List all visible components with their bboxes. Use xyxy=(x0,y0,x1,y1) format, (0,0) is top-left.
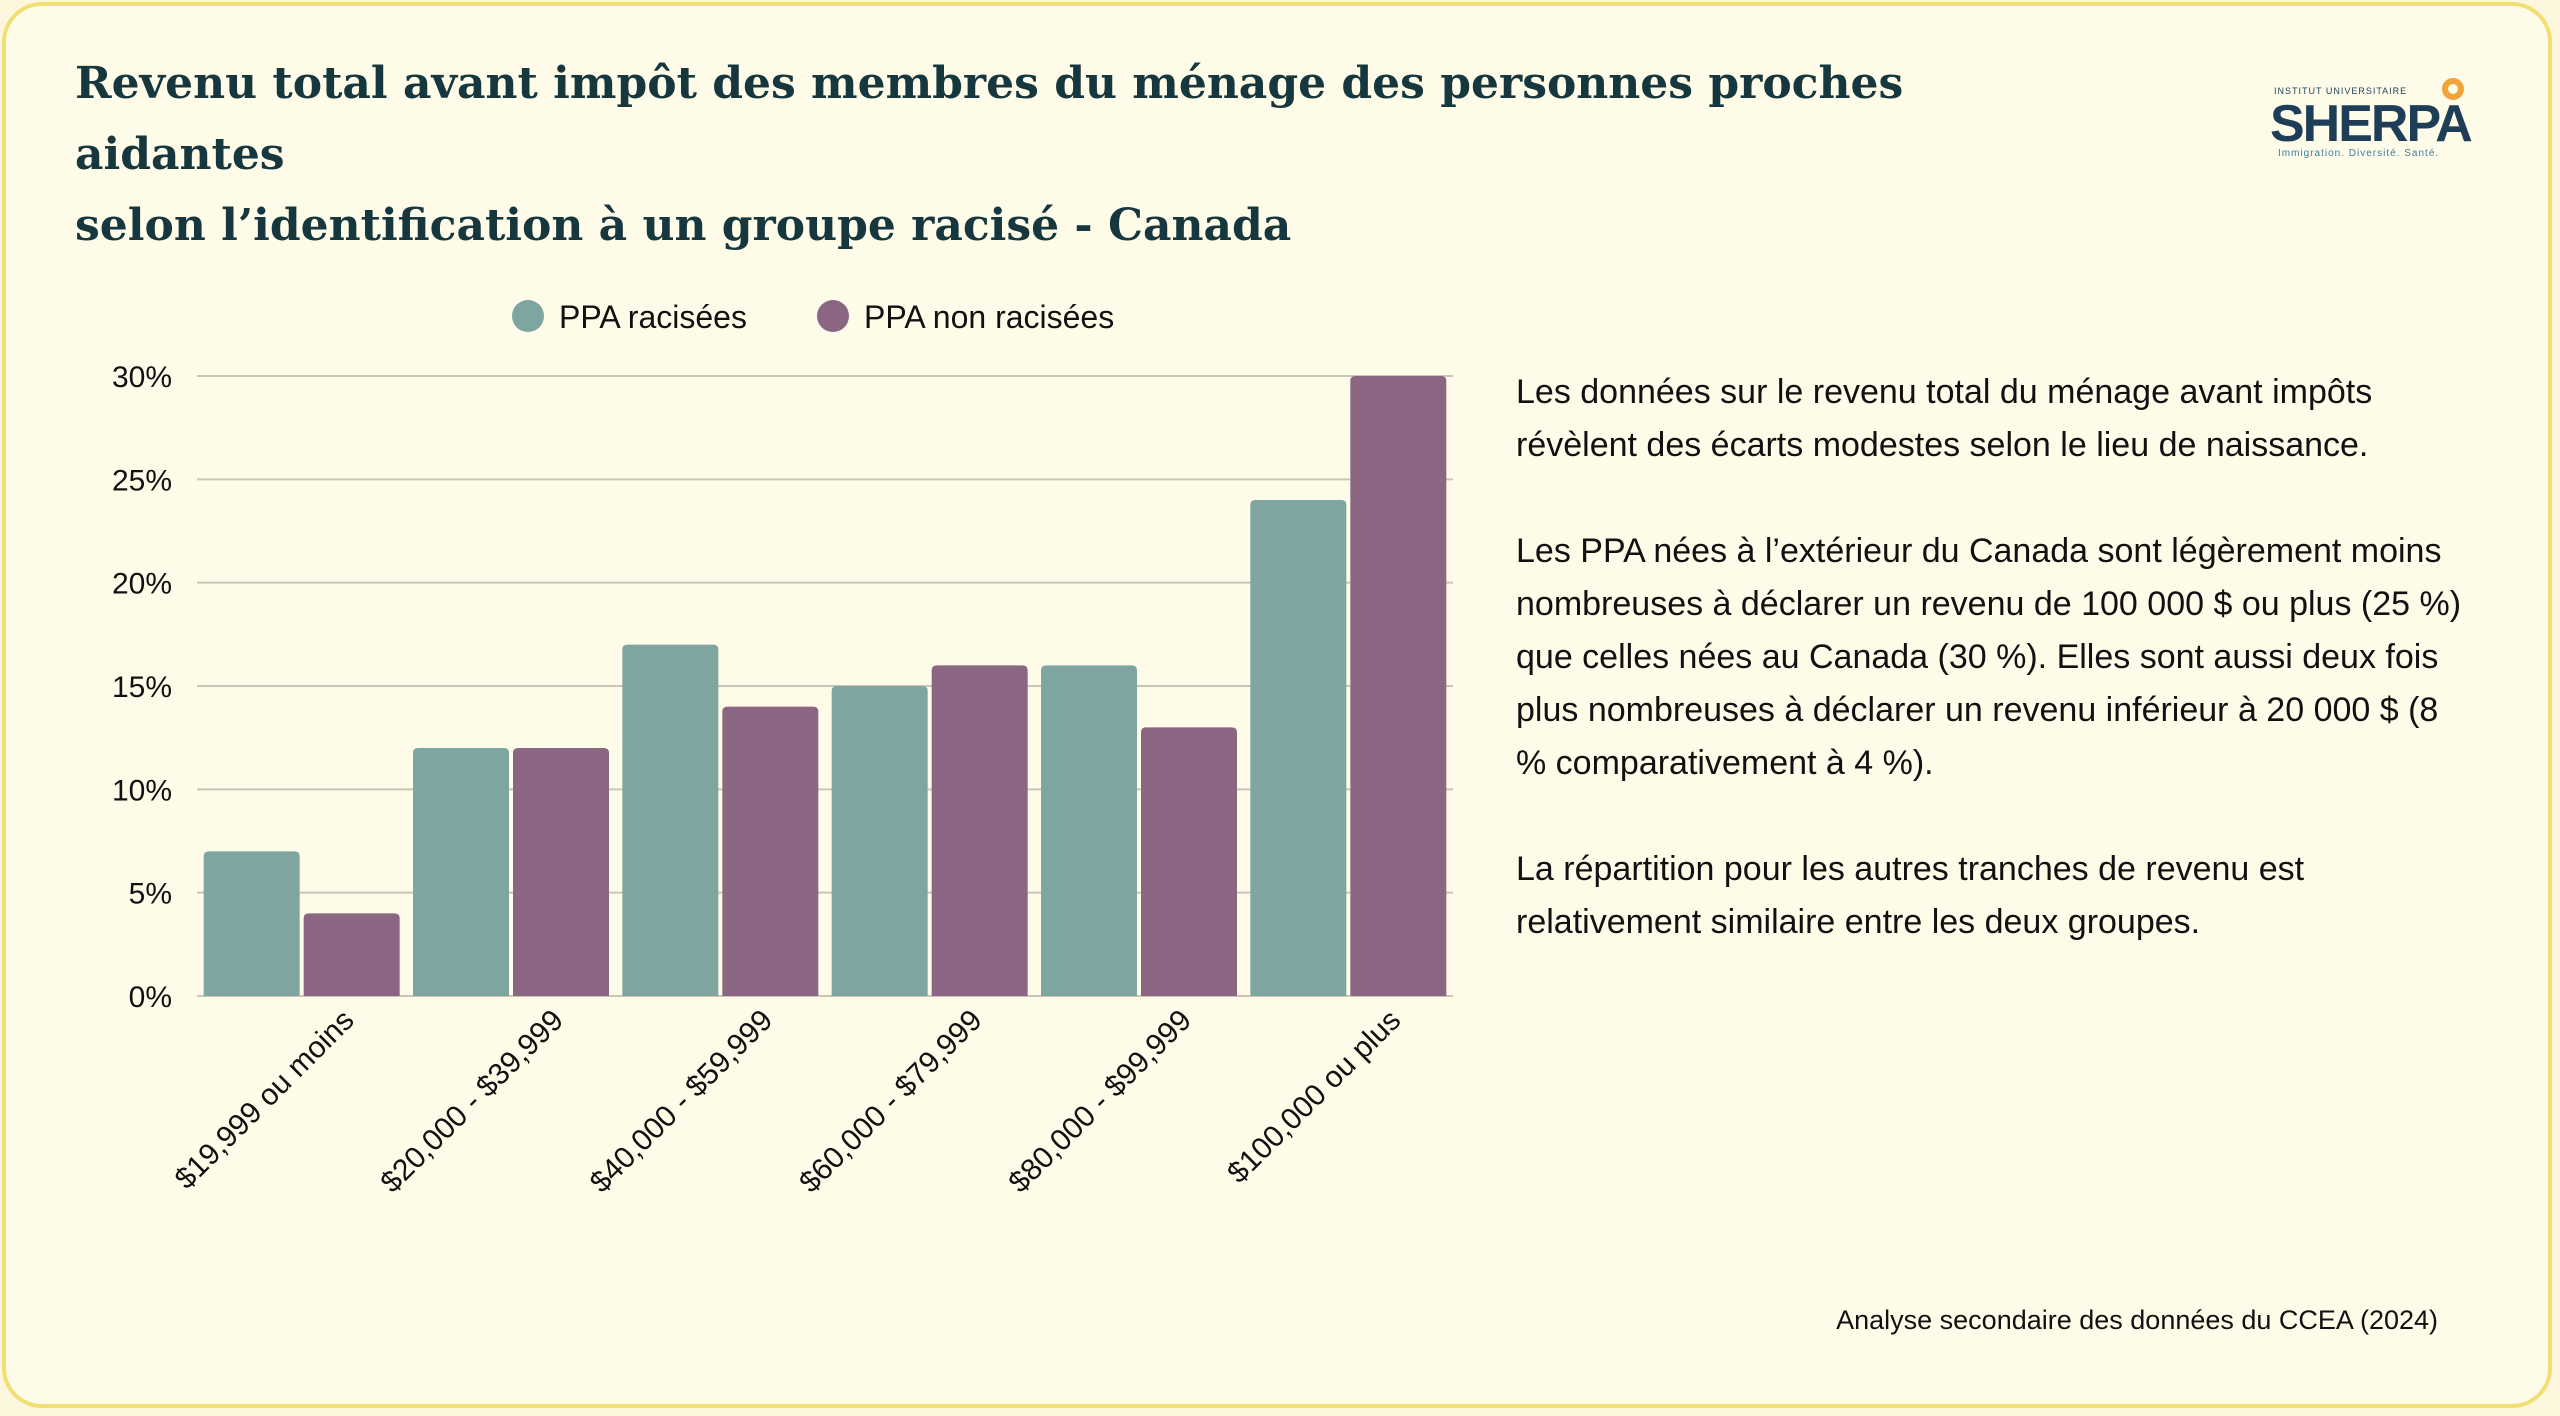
y-tick-label: 15% xyxy=(112,671,172,704)
bar-racisees xyxy=(622,644,719,996)
y-tick-label: 25% xyxy=(112,464,172,497)
chart-title: Revenu total avant impôt des membres du … xyxy=(75,48,2025,261)
bar-racisees xyxy=(413,748,509,996)
y-tick-label: 0% xyxy=(129,981,172,1014)
logo-ring-icon xyxy=(2442,78,2464,100)
commentary-paragraph-1: Les données sur le revenu total du ménag… xyxy=(1516,373,2373,464)
legend-label: PPA racisées xyxy=(559,299,747,335)
title-line-1: Revenu total avant impôt des membres du … xyxy=(75,58,1904,180)
bar-non-racisees xyxy=(722,706,819,996)
logo-tagline: Immigration. Diversité. Santé. xyxy=(2278,148,2440,159)
y-tick-label: 30% xyxy=(112,361,172,394)
x-tick-label: $19,999 ou moins xyxy=(169,1004,361,1196)
x-tick-label: $100,000 ou plus xyxy=(1221,1004,1407,1190)
bar-non-racisees xyxy=(1141,727,1237,996)
bar-racisees xyxy=(1041,665,1137,996)
source-note: Analyse secondaire des données du CCEA (… xyxy=(1836,1305,2438,1335)
bar-chart: 0% 5% 10% 15% 20% 25% 30% $19,999 ou moins $20,0… xyxy=(112,299,1453,1200)
bar-racisees xyxy=(831,686,928,996)
y-tick-label: 5% xyxy=(129,878,172,911)
y-tick-label: 20% xyxy=(112,568,172,601)
logo-name: SHERPA xyxy=(2270,95,2473,153)
commentary-paragraph-2: Les PPA nées à l’extérieur du Canada son… xyxy=(1516,532,2462,782)
bar-non-racisees xyxy=(1350,376,1447,996)
bar-non-racisees xyxy=(513,748,609,996)
legend-marker xyxy=(817,300,849,332)
commentary-paragraph-3: La répartition pour les autres tranches … xyxy=(1516,850,2305,941)
x-tick-label: $20,000 - $39,999 xyxy=(374,1004,570,1200)
logo-top-text: INSTITUT UNIVERSITAIRE xyxy=(2274,86,2408,96)
bar-racisees xyxy=(1250,500,1347,996)
sherpa-logo: INSTITUT UNIVERSITAIRE SHERPA Immigratio… xyxy=(2270,78,2500,168)
x-tick-label: $60,000 - $79,999 xyxy=(793,1004,989,1200)
bar-non-racisees xyxy=(931,665,1028,996)
bar-non-racisees xyxy=(303,913,400,996)
x-tick-label: $80,000 - $99,999 xyxy=(1002,1004,1198,1200)
legend-label: PPA non racisées xyxy=(864,299,1114,335)
x-tick-label: $40,000 - $59,999 xyxy=(584,1004,780,1200)
y-tick-label: 10% xyxy=(112,774,172,807)
legend-marker xyxy=(512,300,544,332)
bar-racisees xyxy=(203,851,300,996)
title-line-2: selon l’identification à un groupe racis… xyxy=(75,200,1292,251)
commentary: Les données sur le revenu total du ménag… xyxy=(1516,366,2476,1002)
